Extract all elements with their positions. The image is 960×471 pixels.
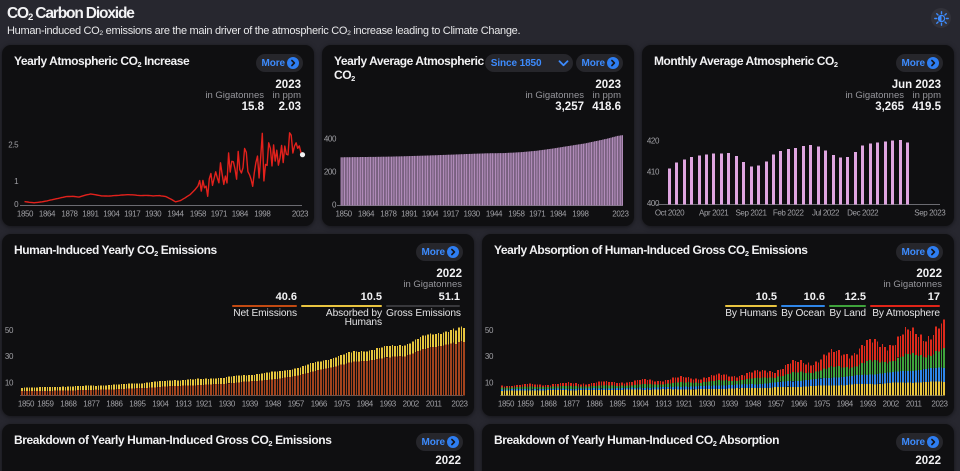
svg-text:2023: 2023: [931, 400, 948, 409]
svg-text:200: 200: [324, 168, 337, 177]
svg-text:1966: 1966: [311, 400, 328, 409]
svg-text:1: 1: [14, 177, 19, 186]
svg-text:Feb 2022: Feb 2022: [773, 209, 805, 218]
svg-text:1877: 1877: [83, 400, 100, 409]
svg-text:1886: 1886: [106, 400, 123, 409]
svg-text:Dec 2022: Dec 2022: [847, 209, 879, 218]
svg-text:410: 410: [647, 168, 660, 177]
svg-text:1984: 1984: [357, 400, 374, 409]
svg-text:2023: 2023: [451, 400, 468, 409]
svg-text:1957: 1957: [288, 400, 305, 409]
svg-text:1930: 1930: [219, 400, 236, 409]
svg-text:1966: 1966: [791, 400, 808, 409]
svg-text:1864: 1864: [39, 210, 56, 219]
svg-text:1850: 1850: [498, 400, 515, 409]
svg-text:50: 50: [5, 326, 14, 335]
svg-text:1859: 1859: [37, 400, 54, 409]
svg-text:1944: 1944: [486, 210, 503, 219]
svg-text:2002: 2002: [403, 400, 420, 409]
svg-text:0: 0: [332, 201, 337, 210]
svg-text:10: 10: [485, 378, 494, 387]
svg-text:1993: 1993: [860, 400, 877, 409]
svg-text:1921: 1921: [676, 400, 693, 409]
svg-text:1878: 1878: [380, 210, 397, 219]
svg-text:2023: 2023: [612, 210, 629, 219]
svg-text:1917: 1917: [443, 210, 460, 219]
svg-text:1895: 1895: [609, 400, 626, 409]
svg-text:1971: 1971: [529, 210, 546, 219]
svg-text:1930: 1930: [463, 210, 480, 219]
svg-text:2011: 2011: [906, 400, 923, 409]
svg-text:10: 10: [5, 378, 14, 387]
svg-text:2023: 2023: [292, 210, 309, 219]
svg-text:30: 30: [5, 352, 14, 361]
svg-text:1904: 1904: [422, 210, 439, 219]
svg-text:50: 50: [485, 326, 494, 335]
svg-text:1984: 1984: [550, 210, 567, 219]
svg-text:1850: 1850: [18, 400, 35, 409]
svg-text:1998: 1998: [254, 210, 271, 219]
svg-text:1917: 1917: [124, 210, 141, 219]
svg-text:1886: 1886: [586, 400, 603, 409]
svg-text:1948: 1948: [745, 400, 762, 409]
svg-text:1859: 1859: [517, 400, 534, 409]
svg-text:1984: 1984: [837, 400, 854, 409]
svg-text:2002: 2002: [883, 400, 900, 409]
svg-text:Sep 2023: Sep 2023: [914, 209, 946, 218]
svg-text:1850: 1850: [335, 210, 352, 219]
svg-text:1904: 1904: [632, 400, 649, 409]
svg-text:1904: 1904: [103, 210, 120, 219]
svg-text:420: 420: [647, 136, 660, 145]
svg-text:1993: 1993: [380, 400, 397, 409]
svg-text:1921: 1921: [196, 400, 213, 409]
svg-text:Sep 2021: Sep 2021: [735, 209, 767, 218]
svg-text:400: 400: [324, 135, 337, 144]
svg-text:1958: 1958: [190, 210, 207, 219]
svg-text:1975: 1975: [814, 400, 831, 409]
svg-text:1930: 1930: [145, 210, 162, 219]
svg-text:1864: 1864: [358, 210, 375, 219]
svg-text:1948: 1948: [265, 400, 282, 409]
svg-text:1971: 1971: [211, 210, 228, 219]
svg-text:1868: 1868: [540, 400, 557, 409]
svg-text:1984: 1984: [232, 210, 249, 219]
svg-text:1930: 1930: [699, 400, 716, 409]
svg-text:1868: 1868: [60, 400, 77, 409]
svg-text:1891: 1891: [401, 210, 418, 219]
svg-text:1904: 1904: [152, 400, 169, 409]
svg-text:1850: 1850: [17, 210, 34, 219]
svg-text:1939: 1939: [722, 400, 739, 409]
svg-text:1913: 1913: [655, 400, 672, 409]
svg-text:1958: 1958: [508, 210, 525, 219]
svg-text:1944: 1944: [167, 210, 184, 219]
svg-text:Jul 2022: Jul 2022: [812, 209, 840, 218]
svg-text:1913: 1913: [175, 400, 192, 409]
svg-text:1998: 1998: [572, 210, 589, 219]
svg-text:Oct 2020: Oct 2020: [655, 209, 685, 218]
svg-text:1891: 1891: [82, 210, 99, 219]
svg-text:2011: 2011: [426, 400, 443, 409]
svg-text:1975: 1975: [334, 400, 351, 409]
svg-text:1957: 1957: [768, 400, 785, 409]
svg-text:1878: 1878: [61, 210, 78, 219]
svg-text:1877: 1877: [563, 400, 580, 409]
svg-text:Apr 2021: Apr 2021: [699, 209, 729, 218]
svg-text:2.5: 2.5: [8, 141, 19, 150]
svg-text:1895: 1895: [129, 400, 146, 409]
svg-text:30: 30: [485, 352, 494, 361]
svg-text:0: 0: [14, 200, 19, 209]
svg-text:400: 400: [647, 199, 660, 208]
svg-text:1939: 1939: [242, 400, 259, 409]
